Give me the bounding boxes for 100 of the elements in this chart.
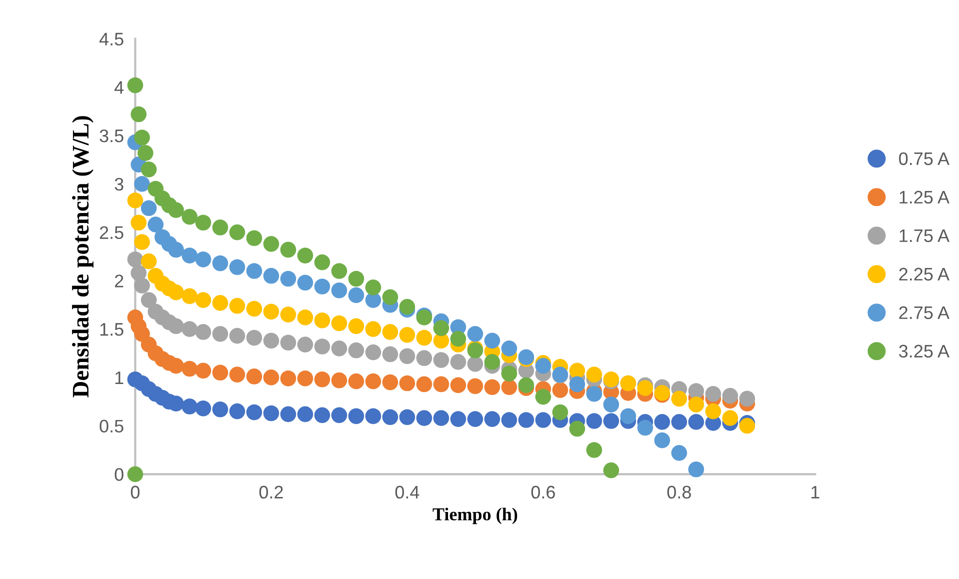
- legend-label: 1.75 A: [900, 229, 950, 242]
- point: [195, 214, 212, 231]
- point: [416, 330, 432, 346]
- point: [467, 411, 484, 427]
- point: [134, 234, 150, 250]
- point: [134, 130, 150, 146]
- point: [382, 409, 398, 426]
- point: [140, 161, 157, 178]
- point: [688, 383, 704, 399]
- point: [705, 403, 722, 420]
- point: [416, 350, 432, 366]
- point: [229, 366, 246, 382]
- point: [138, 145, 154, 161]
- point: [722, 410, 738, 426]
- point: [229, 298, 246, 314]
- y-tick-label: 3.5: [100, 129, 124, 142]
- legend-label: 1.25 A: [900, 190, 950, 204]
- point: [603, 462, 620, 478]
- point: [168, 318, 184, 334]
- point: [182, 208, 198, 225]
- point: [212, 364, 228, 381]
- point: [297, 310, 314, 326]
- point: [484, 379, 500, 396]
- point: [348, 342, 364, 358]
- point: [127, 77, 144, 94]
- point: [127, 192, 144, 208]
- point: [450, 411, 466, 427]
- point: [195, 362, 212, 379]
- legend-label: 2.25 A: [899, 268, 950, 281]
- point: [603, 396, 620, 412]
- y-tick-label: 0.5: [100, 420, 124, 433]
- point: [484, 354, 500, 370]
- point: [399, 375, 416, 392]
- point: [603, 413, 620, 429]
- point: [229, 224, 246, 240]
- point: [569, 420, 586, 437]
- point: [280, 270, 296, 287]
- point: [501, 340, 518, 356]
- point: [212, 255, 228, 272]
- point: [280, 242, 296, 258]
- point: [263, 304, 280, 320]
- point: [382, 289, 398, 306]
- point: [484, 332, 500, 349]
- point: [331, 263, 348, 279]
- point: [127, 466, 144, 482]
- point: [297, 274, 314, 291]
- y-tick-label: 1.5: [100, 323, 124, 336]
- point: [314, 371, 330, 388]
- point: [552, 382, 568, 398]
- y-tick-label: 4: [114, 81, 124, 94]
- point: [263, 268, 280, 284]
- point: [314, 407, 330, 424]
- point: [195, 400, 212, 416]
- point: [297, 248, 314, 264]
- point: [297, 406, 314, 422]
- point: [467, 326, 484, 342]
- point: [433, 352, 450, 368]
- point: [382, 324, 398, 340]
- point: [297, 370, 314, 386]
- point: [168, 284, 184, 300]
- point: [148, 216, 164, 232]
- x-tick-label: 0: [130, 486, 140, 499]
- point: [229, 259, 246, 276]
- point: [433, 410, 450, 426]
- point: [535, 358, 552, 374]
- point: [688, 461, 704, 478]
- point: [365, 344, 382, 360]
- point: [331, 407, 348, 424]
- y-tick-label: 1: [115, 372, 124, 384]
- point: [688, 396, 704, 412]
- point: [348, 408, 364, 424]
- point: [586, 386, 602, 402]
- point: [195, 292, 212, 308]
- point: [399, 326, 416, 343]
- point: [212, 295, 228, 311]
- point: [246, 404, 262, 420]
- point: [365, 373, 382, 390]
- point: [637, 380, 654, 396]
- point: [586, 442, 602, 458]
- x-tick-label: 0.6: [531, 486, 555, 499]
- point: [182, 288, 198, 304]
- x-tick-label: 0.8: [667, 486, 691, 499]
- point: [416, 410, 432, 426]
- point: [195, 251, 212, 268]
- y-tick-label: 0: [114, 468, 124, 481]
- point: [140, 292, 157, 308]
- point: [467, 378, 484, 394]
- point: [348, 287, 364, 304]
- point: [722, 388, 738, 404]
- legend-label: 0.75 A: [899, 152, 950, 166]
- point: [246, 368, 262, 384]
- point: [484, 411, 500, 427]
- legend-label: 3.25 A: [899, 344, 950, 358]
- point: [263, 332, 280, 349]
- point: [263, 405, 280, 422]
- point: [382, 346, 398, 362]
- point: [433, 320, 450, 336]
- point: [212, 220, 228, 236]
- point: [134, 176, 150, 192]
- point: [263, 236, 280, 252]
